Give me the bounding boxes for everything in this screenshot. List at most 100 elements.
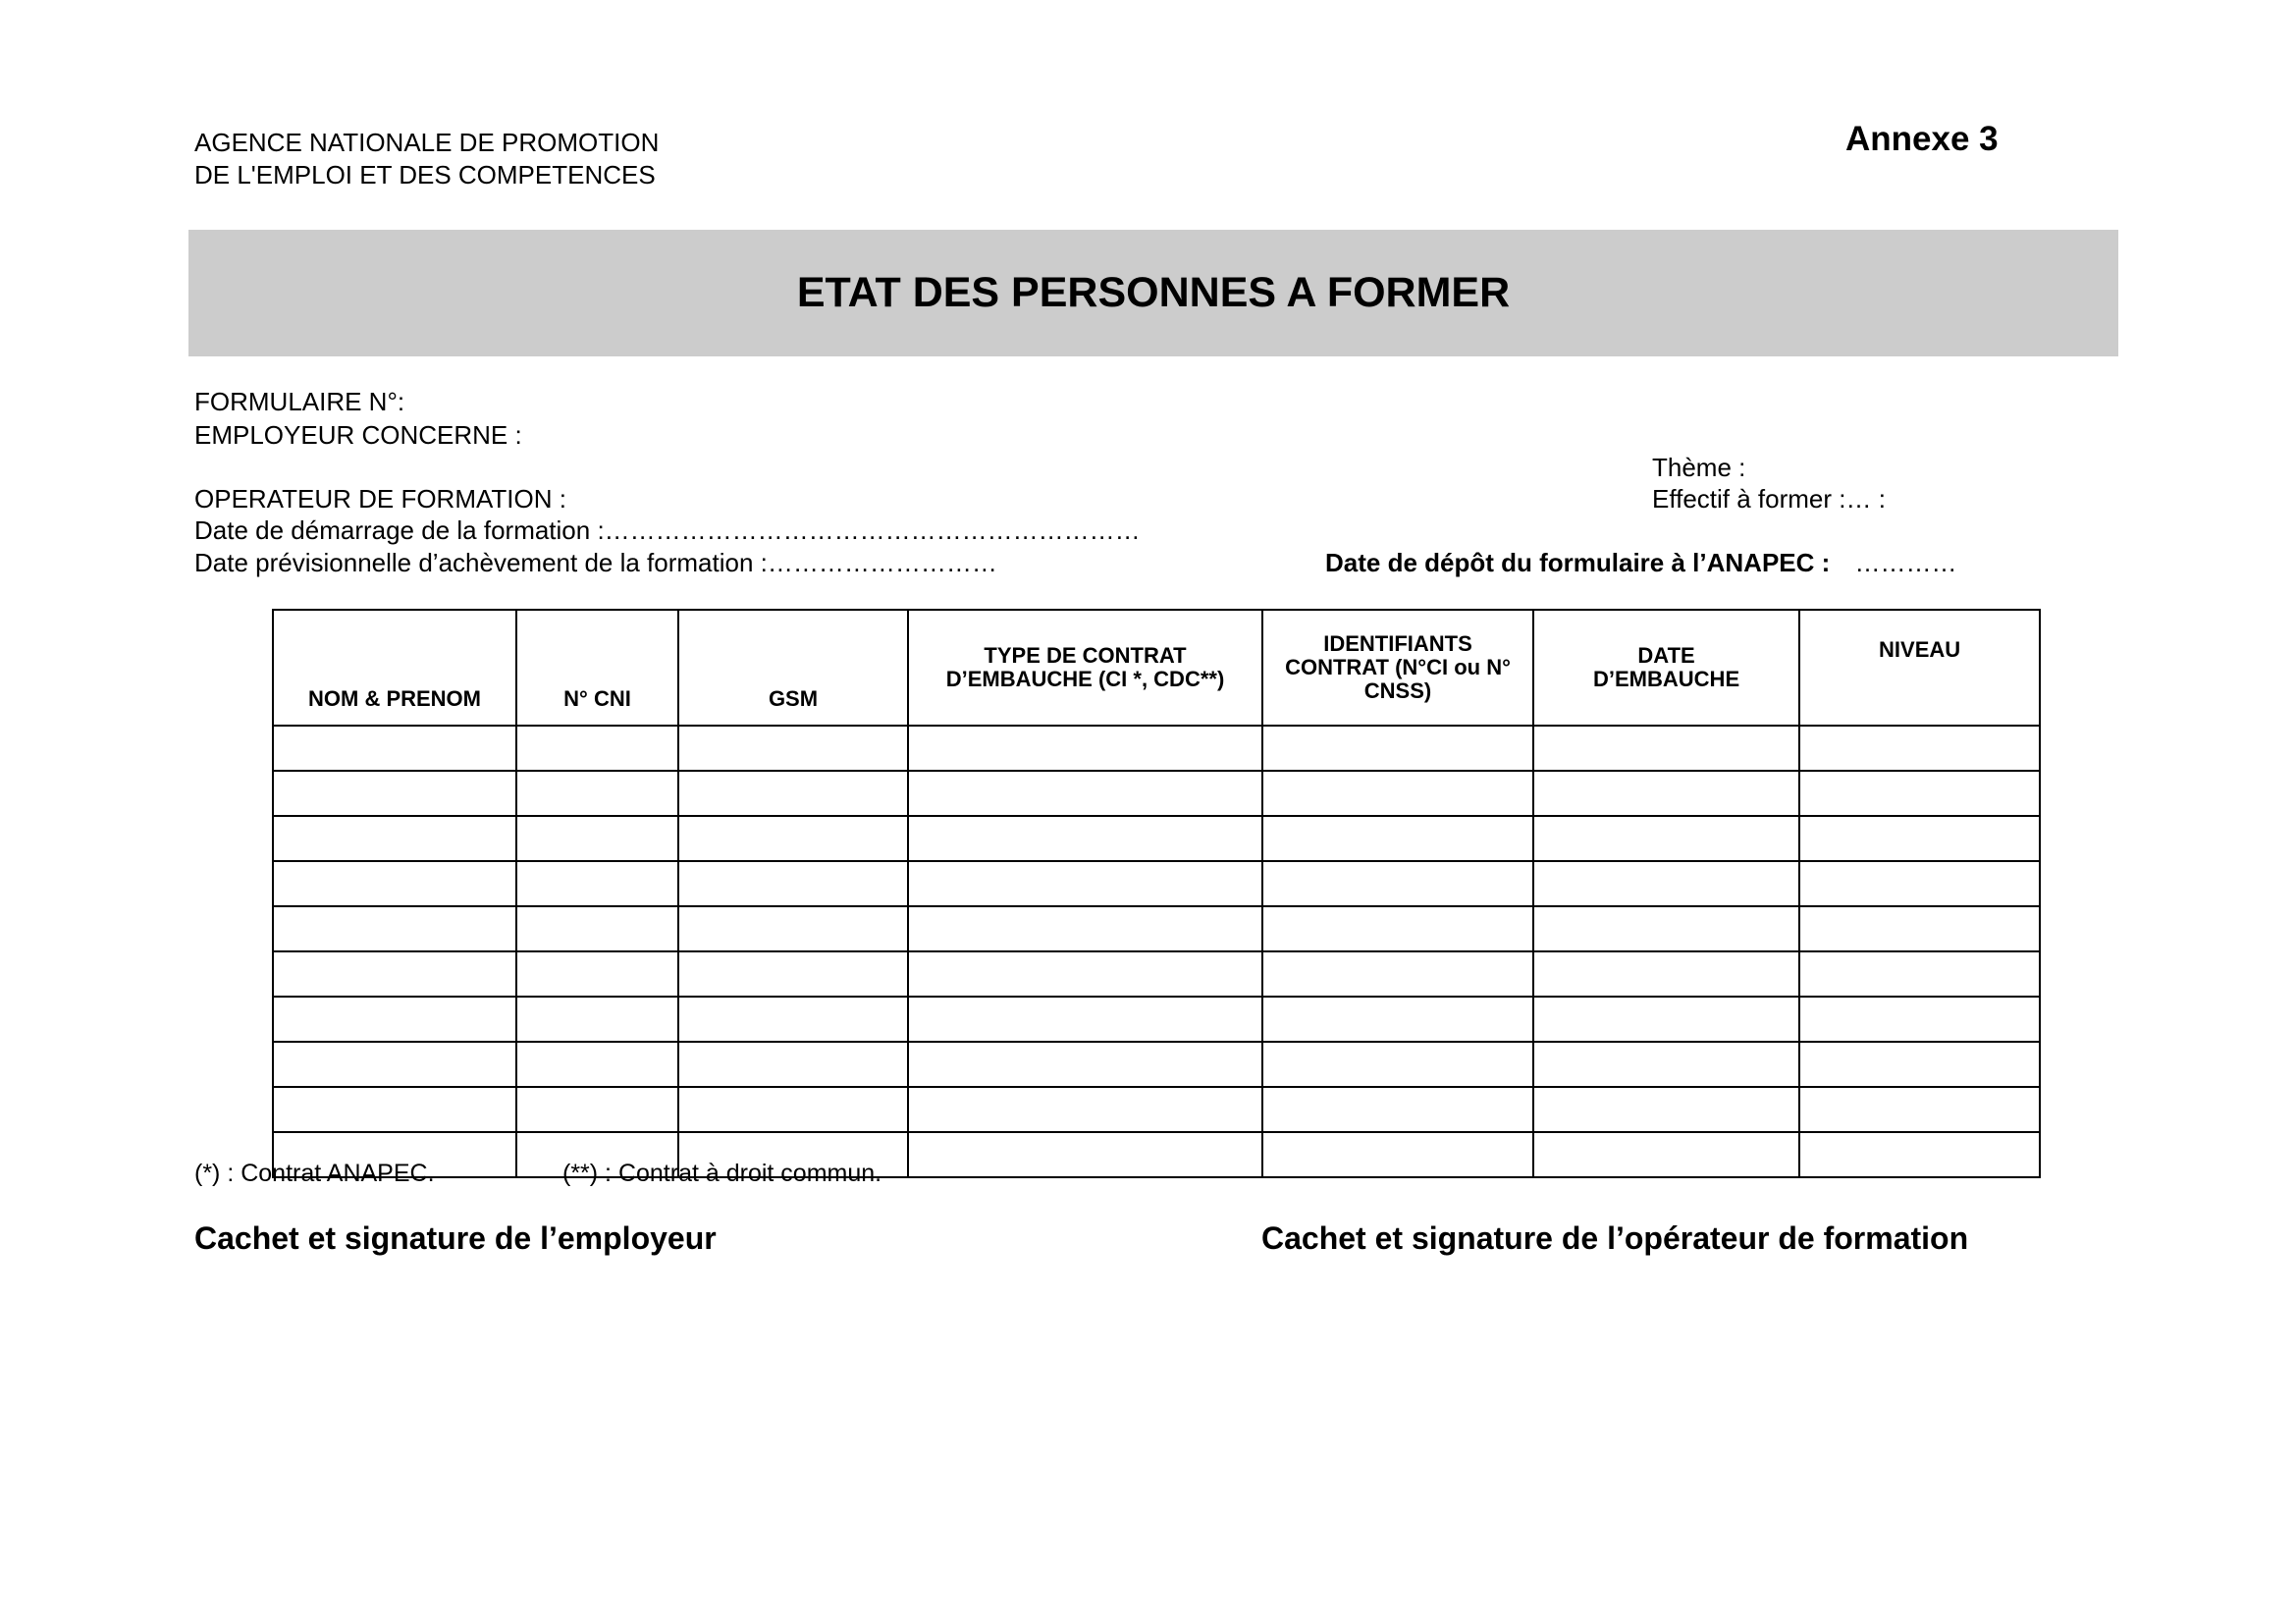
table-cell[interactable] [677, 860, 909, 907]
annex-label: Annexe 3 [1845, 120, 1999, 158]
table-cell[interactable] [1798, 815, 2042, 862]
table-cell[interactable] [272, 905, 517, 952]
table-cell[interactable] [1798, 905, 2042, 952]
footnote-cdc: (**) : Contrat à droit commun. [562, 1160, 882, 1187]
table-row [272, 1086, 2042, 1133]
table-cell[interactable] [907, 1131, 1263, 1178]
signature-operateur: Cachet et signature de l’opérateur de fo… [1261, 1220, 1969, 1256]
table-cell[interactable] [677, 996, 909, 1043]
table-cell[interactable] [1798, 996, 2042, 1043]
table-cell[interactable] [907, 996, 1263, 1043]
table-cell[interactable] [907, 860, 1263, 907]
table-cell[interactable] [1531, 1041, 1801, 1088]
table-cell[interactable] [515, 725, 679, 772]
table-cell[interactable] [907, 770, 1263, 817]
table-row [272, 770, 2042, 817]
table-cell[interactable] [515, 815, 679, 862]
table-cell[interactable] [1798, 950, 2042, 998]
table-cell[interactable] [272, 770, 517, 817]
table-cell[interactable] [1798, 1086, 2042, 1133]
table-cell[interactable] [1798, 725, 2042, 772]
table-cell[interactable] [677, 725, 909, 772]
header-date-embauche: DATE D’EMBAUCHE [1531, 609, 1801, 727]
table-cell[interactable] [677, 1131, 909, 1178]
table-cell[interactable] [1531, 1131, 1801, 1178]
date-achevement-field: Date prévisionnelle d’achèvement de la f… [194, 548, 997, 577]
table-cell[interactable] [1261, 905, 1534, 952]
table-cell[interactable] [515, 860, 679, 907]
table-cell[interactable] [272, 860, 517, 907]
persons-table: NOM & PRENOM N° CNI GSM TYPE DE CONTRAT … [272, 609, 2042, 1178]
table-cell[interactable] [272, 996, 517, 1043]
table-cell[interactable] [1261, 1131, 1534, 1178]
table-cell[interactable] [1261, 860, 1534, 907]
signature-employeur: Cachet et signature de l’employeur [194, 1220, 717, 1256]
table-cell[interactable] [677, 815, 909, 862]
table-cell[interactable] [1261, 815, 1534, 862]
table-cell[interactable] [907, 1086, 1263, 1133]
employeur-field: EMPLOYEUR CONCERNE : [194, 420, 522, 450]
table-cell[interactable] [677, 1086, 909, 1133]
table-row [272, 725, 2042, 772]
table-cell[interactable] [272, 1041, 517, 1088]
table-cell[interactable] [272, 1131, 517, 1178]
table-cell[interactable] [907, 725, 1263, 772]
table-cell[interactable] [272, 950, 517, 998]
table-cell[interactable] [1261, 770, 1534, 817]
table-cell[interactable] [907, 815, 1263, 862]
table-cell[interactable] [677, 950, 909, 998]
agency-name-line1: AGENCE NATIONALE DE PROMOTION [194, 128, 660, 157]
header-nom-prenom: NOM & PRENOM [272, 609, 517, 727]
theme-field: Thème : [1652, 453, 1746, 482]
table-cell[interactable] [677, 1041, 909, 1088]
table-cell[interactable] [515, 1086, 679, 1133]
table-cell[interactable] [1261, 1086, 1534, 1133]
table-cell[interactable] [1261, 725, 1534, 772]
table-cell[interactable] [907, 950, 1263, 998]
table-cell[interactable] [1531, 905, 1801, 952]
formulaire-field: FORMULAIRE N°: [194, 387, 405, 416]
table-cell[interactable] [1531, 950, 1801, 998]
table-cell[interactable] [1261, 950, 1534, 998]
table-cell[interactable] [515, 770, 679, 817]
table-cell[interactable] [907, 1041, 1263, 1088]
table-cell[interactable] [677, 905, 909, 952]
header-identifiants: IDENTIFIANTS CONTRAT (N°CI ou N° CNSS) [1261, 609, 1534, 727]
table-cell[interactable] [1531, 725, 1801, 772]
table-cell[interactable] [907, 905, 1263, 952]
table-cell[interactable] [515, 905, 679, 952]
table-cell[interactable] [1798, 1041, 2042, 1088]
table-cell[interactable] [677, 770, 909, 817]
table-cell[interactable] [1798, 1131, 2042, 1178]
table-cell[interactable] [272, 1086, 517, 1133]
header-niveau: NIVEAU [1798, 609, 2042, 727]
table-cell[interactable] [515, 1041, 679, 1088]
table-cell[interactable] [515, 1131, 679, 1178]
table-cell[interactable] [1531, 815, 1801, 862]
table-row [272, 1131, 2042, 1178]
table-cell[interactable] [515, 950, 679, 998]
table-row [272, 815, 2042, 862]
effectif-field: Effectif à former :… : [1652, 484, 1886, 514]
table-row [272, 860, 2042, 907]
table-cell[interactable] [1531, 770, 1801, 817]
table-row [272, 950, 2042, 998]
table-cell[interactable] [272, 725, 517, 772]
agency-name-line2: DE L'EMPLOI ET DES COMPETENCES [194, 160, 656, 189]
table-cell[interactable] [515, 996, 679, 1043]
date-depot-label: Date de dépôt du formulaire à l’ANAPEC : [1325, 548, 1831, 577]
header-gsm: GSM [677, 609, 909, 727]
table-cell[interactable] [1261, 1041, 1534, 1088]
table-cell[interactable] [1798, 860, 2042, 907]
page-title: ETAT DES PERSONNES A FORMER [796, 269, 1511, 316]
table-cell[interactable] [1798, 770, 2042, 817]
table-cell[interactable] [1531, 996, 1801, 1043]
operateur-field: OPERATEUR DE FORMATION : [194, 484, 566, 514]
table-cell[interactable] [1531, 860, 1801, 907]
date-depot-value: ………… [1854, 548, 1957, 577]
table-cell[interactable] [272, 815, 517, 862]
table-cell[interactable] [1261, 996, 1534, 1043]
table-cell[interactable] [1531, 1086, 1801, 1133]
table-row [272, 1041, 2042, 1088]
header-cni: N° CNI [515, 609, 679, 727]
